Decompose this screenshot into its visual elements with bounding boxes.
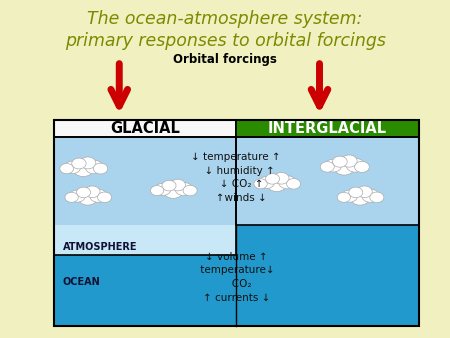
- Bar: [236, 120, 418, 137]
- Circle shape: [349, 187, 363, 198]
- Circle shape: [362, 189, 379, 202]
- Text: OCEAN: OCEAN: [63, 277, 101, 287]
- Circle shape: [333, 156, 347, 167]
- Bar: [54, 225, 236, 255]
- Text: ATMOSPHERE: ATMOSPHERE: [63, 242, 138, 252]
- Circle shape: [175, 183, 193, 196]
- Circle shape: [64, 161, 81, 174]
- Circle shape: [254, 179, 267, 189]
- Circle shape: [337, 192, 351, 202]
- Circle shape: [155, 183, 171, 195]
- Text: The ocean-atmosphere system:
primary responses to orbital forcings: The ocean-atmosphere system: primary res…: [64, 10, 386, 50]
- Circle shape: [370, 192, 384, 202]
- Text: ↓ volume ↑
 temperature↓
   CO₂
↑ currents ↓: ↓ volume ↑ temperature↓ CO₂ ↑ currents ↓: [198, 252, 275, 303]
- Circle shape: [342, 190, 358, 202]
- Circle shape: [266, 174, 279, 184]
- Bar: [54, 137, 236, 255]
- Circle shape: [85, 186, 100, 198]
- Circle shape: [355, 161, 369, 172]
- Circle shape: [350, 190, 370, 205]
- Circle shape: [274, 172, 289, 184]
- Circle shape: [76, 187, 90, 198]
- Bar: [54, 120, 236, 137]
- Circle shape: [287, 178, 301, 189]
- Text: INTERGLACIAL: INTERGLACIAL: [268, 121, 387, 136]
- Circle shape: [325, 159, 342, 172]
- Circle shape: [183, 185, 197, 196]
- Circle shape: [98, 192, 112, 202]
- Circle shape: [163, 184, 183, 198]
- Text: ↓ temperature ↑
  ↓ humidity ↑
   ↓ CO₂ ↑
   ↑winds ↓: ↓ temperature ↑ ↓ humidity ↑ ↓ CO₂ ↑ ↑wi…: [191, 152, 281, 203]
- Circle shape: [78, 190, 98, 205]
- Circle shape: [170, 179, 185, 191]
- Circle shape: [80, 157, 96, 169]
- Circle shape: [65, 192, 78, 202]
- Circle shape: [267, 177, 287, 192]
- Bar: [236, 137, 418, 225]
- Circle shape: [320, 162, 334, 172]
- Bar: [54, 120, 418, 326]
- Bar: [54, 137, 418, 225]
- Circle shape: [90, 189, 107, 202]
- Circle shape: [93, 163, 108, 174]
- Circle shape: [150, 186, 164, 196]
- Circle shape: [72, 158, 86, 169]
- Bar: [54, 137, 236, 255]
- Circle shape: [60, 164, 73, 174]
- Circle shape: [346, 158, 364, 172]
- Text: GLACIAL: GLACIAL: [110, 121, 180, 136]
- Circle shape: [279, 176, 296, 189]
- Circle shape: [357, 186, 372, 198]
- Circle shape: [73, 162, 93, 176]
- Circle shape: [69, 190, 86, 202]
- Text: Orbital forcings: Orbital forcings: [173, 53, 277, 66]
- Bar: [236, 137, 418, 225]
- Circle shape: [85, 160, 103, 174]
- Circle shape: [258, 176, 274, 189]
- Circle shape: [162, 180, 176, 191]
- Circle shape: [334, 160, 355, 175]
- Circle shape: [341, 155, 357, 167]
- Bar: [54, 137, 418, 326]
